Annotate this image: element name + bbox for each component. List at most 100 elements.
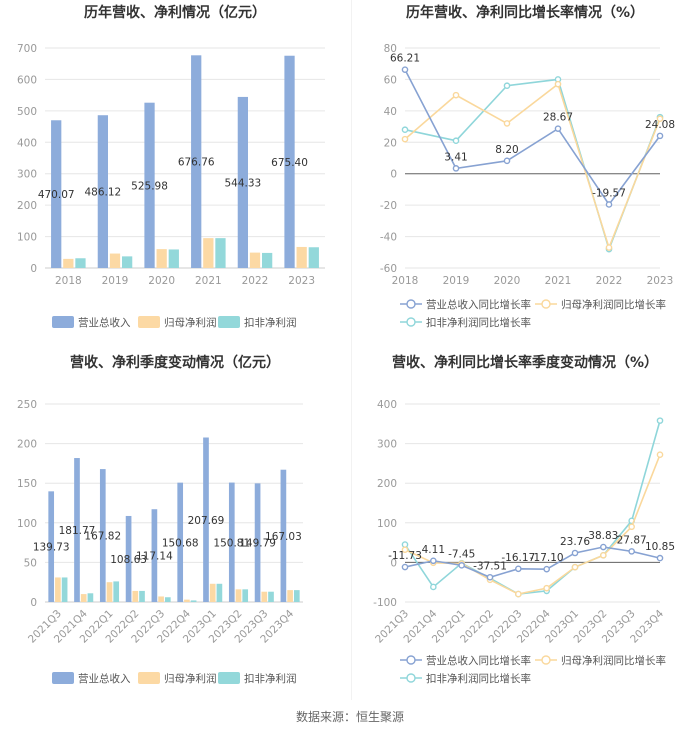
- y-tick-label: 250: [17, 399, 37, 411]
- annual-revenue-profit-chart: 历年营收、净利情况（亿元） 0 100 200 300 400 500 600 700 2018 2…: [17, 4, 325, 329]
- data-label: 470.07: [38, 189, 75, 201]
- point: [486, 573, 494, 581]
- point: [656, 554, 664, 562]
- bar-deducted-profit: [215, 238, 226, 268]
- point: [656, 115, 664, 123]
- y-tick-label: 700: [17, 43, 37, 55]
- bar-deducted-profit: [164, 597, 171, 602]
- point: [554, 80, 562, 88]
- data-label: 676.76: [178, 157, 215, 169]
- bar-revenue: [144, 102, 155, 268]
- point: [503, 157, 511, 165]
- bar-net-profit: [287, 590, 293, 602]
- bar-net-profit: [249, 252, 261, 268]
- y-tick-label: 50: [24, 557, 37, 569]
- point: [452, 165, 460, 172]
- point: [600, 551, 607, 559]
- x-tick-label: 2021: [545, 275, 572, 287]
- bar-net-profit: [296, 246, 307, 268]
- y-tick-label: 60: [384, 74, 397, 86]
- y-tick-label: -40: [380, 232, 397, 244]
- quarterly-revenue-profit-chart: 营收、净利季度变动情况（亿元）0501001502002502021Q32021…: [17, 354, 303, 685]
- bar-net-profit: [80, 594, 87, 602]
- annual-growth-rate-chart: 历年营收、净利同比增长率情况（%） -60 -40 -20 0 20 40 60 80 2018 2…: [380, 4, 675, 329]
- bar-deducted-profit: [308, 247, 319, 268]
- bar-deducted-profit: [216, 583, 223, 602]
- y-tick-label: -60: [380, 263, 397, 275]
- x-tick-label: 2018: [392, 275, 419, 287]
- legend-label: 归母净利润同比增长率: [561, 298, 666, 311]
- chart-title: 营收、净利季度变动情况（亿元）: [70, 354, 280, 371]
- point: [430, 583, 437, 591]
- data-label: 108.63: [110, 554, 147, 566]
- point: [452, 91, 460, 99]
- data-label: 4.11: [422, 544, 445, 556]
- y-tick-label: 40: [384, 106, 397, 118]
- data-label: 3.41: [444, 151, 467, 163]
- y-tick-label: 0: [390, 557, 397, 569]
- bar-revenue: [151, 509, 158, 602]
- y-tick-label: 100: [17, 518, 37, 530]
- y-tick-label: 400: [377, 399, 397, 411]
- bar-net-profit: [109, 253, 121, 268]
- bar-deducted-profit: [139, 590, 145, 602]
- chart-title: 历年营收、净利情况（亿元）: [84, 4, 266, 21]
- point: [515, 565, 522, 573]
- data-label: 8.20: [495, 144, 518, 156]
- y-tick-label: 300: [377, 439, 397, 451]
- point: [543, 584, 550, 592]
- bar-revenue: [237, 96, 248, 268]
- data-label: 10.85: [645, 541, 675, 553]
- data-label: -19.57: [592, 187, 626, 199]
- y-tick-label: 80: [384, 43, 397, 55]
- point: [628, 523, 635, 531]
- data-label: 28.67: [543, 112, 573, 124]
- legend-swatch: [52, 316, 74, 328]
- data-label: 486.12: [84, 187, 121, 199]
- point: [401, 126, 409, 134]
- y-tick-label: 400: [17, 137, 37, 149]
- y-tick-label: 150: [17, 478, 37, 490]
- bar-revenue: [74, 458, 80, 602]
- bar-deducted-profit: [61, 577, 68, 602]
- bar-revenue: [97, 115, 108, 269]
- x-tick-label: 2023: [288, 275, 315, 287]
- y-tick-label: 20: [384, 137, 397, 149]
- chart-title: 营收、净利同比增长率季度变动情况（%）: [392, 354, 658, 371]
- bar-deducted-profit: [268, 591, 274, 602]
- legend-label: 扣非净利润同比增长率: [426, 316, 531, 329]
- legend-label: 营业总收入: [78, 672, 131, 685]
- bar-net-profit: [158, 596, 164, 602]
- bar-revenue: [228, 482, 235, 602]
- line-deducted-profit-growth: [404, 420, 661, 595]
- point: [515, 590, 522, 598]
- x-tick-label: 2022: [242, 275, 269, 287]
- bar-deducted-profit: [113, 581, 120, 602]
- bar-net-profit: [261, 591, 268, 602]
- data-label: 150.81: [213, 537, 250, 549]
- bar-net-profit: [203, 238, 214, 268]
- bar-net-profit: [235, 589, 242, 602]
- bar-revenue: [254, 483, 261, 602]
- bar-deducted-profit: [262, 252, 273, 268]
- x-tick-label: 2023: [647, 275, 674, 287]
- y-tick-label: 200: [17, 439, 37, 451]
- point: [503, 82, 511, 90]
- bar-net-profit: [106, 582, 113, 602]
- x-tick-label: 2018: [55, 275, 82, 287]
- legend-label: 扣非净利润: [244, 316, 297, 329]
- legend-label: 归母净利润: [164, 672, 217, 685]
- bar-net-profit: [132, 590, 139, 602]
- bar-deducted-profit: [190, 600, 197, 602]
- data-label: 139.73: [33, 542, 70, 554]
- legend-swatch-marker: [406, 673, 416, 683]
- bar-deducted-profit: [87, 593, 94, 602]
- line-revenue-growth: [404, 69, 661, 206]
- y-tick-label: 200: [17, 200, 37, 212]
- point: [430, 557, 437, 565]
- point: [605, 244, 613, 251]
- data-label: 544.33: [224, 177, 261, 189]
- bar-revenue: [280, 469, 287, 602]
- legend-swatch: [138, 672, 160, 684]
